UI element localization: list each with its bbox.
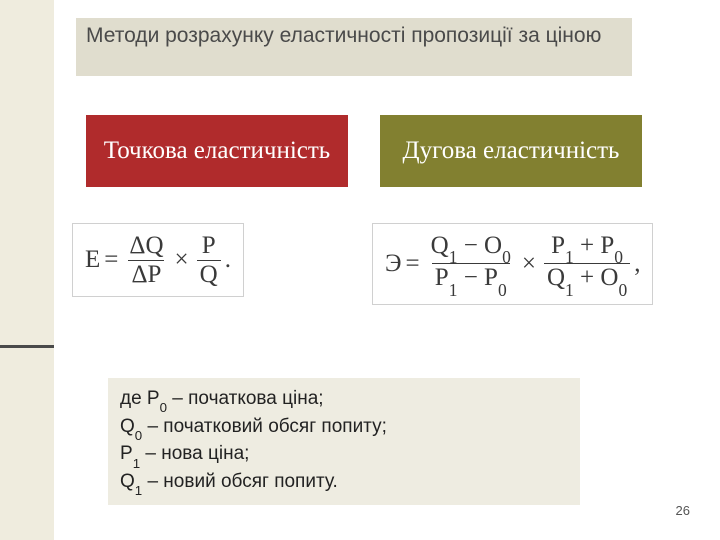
legend-line-3: P1 – нова ціна; [120,441,568,469]
pf-times: × [175,246,189,274]
slide-title: Методи розрахунку еластичності пропозиці… [76,18,632,76]
af-eq: = [406,250,420,278]
point-formula: E = ΔQ ΔP × P Q . [72,223,244,297]
pf-frac1-den: ΔP [128,260,164,289]
af-lhs: Э [385,250,402,278]
legend: де P0 – початкова ціна; Q0 – початковий … [108,378,580,505]
pf-frac2: P Q [197,232,221,288]
legend-line-2: Q0 – початковий обсяг попиту; [120,414,568,442]
pf-frac1: ΔQ ΔP [126,232,166,288]
pf-frac2-num: P [199,232,219,260]
pf-frac1-num: ΔQ [126,232,166,260]
arc-elasticity-label: Дугова еластичність [403,136,620,166]
legend-line-4: Q1 – новий обсяг попиту. [120,469,568,497]
af-f2-num: P1 + P0 [548,232,626,263]
pf-eq: = [104,246,118,274]
af-f1-num: Q1 − O0 [428,232,514,263]
af-trail: , [634,250,640,278]
legend-line-1: де P0 – початкова ціна; [120,386,568,414]
pf-trail: . [225,246,231,274]
pf-frac2-den: Q [197,260,221,289]
point-elasticity-header: Точкова еластичність [86,115,348,187]
af-f2-den: Q1 + O0 [544,263,630,295]
slide-title-text: Методи розрахунку еластичності пропозиці… [86,24,601,47]
sidebar-divider [0,345,54,348]
point-elasticity-label: Точкова еластичність [104,136,330,166]
af-times: × [522,250,536,278]
af-f1-den: P1 − P0 [432,263,510,295]
arc-formula: Э = Q1 − O0 P1 − P0 × P1 + P0 Q1 + O0 , [372,223,653,305]
arc-elasticity-header: Дугова еластичність [380,115,642,187]
pf-lhs: E [85,246,100,274]
page-number: 26 [676,503,690,518]
sidebar-accent [0,0,54,540]
af-frac1: Q1 − O0 P1 − P0 [428,232,514,296]
af-frac2: P1 + P0 Q1 + O0 [544,232,630,296]
